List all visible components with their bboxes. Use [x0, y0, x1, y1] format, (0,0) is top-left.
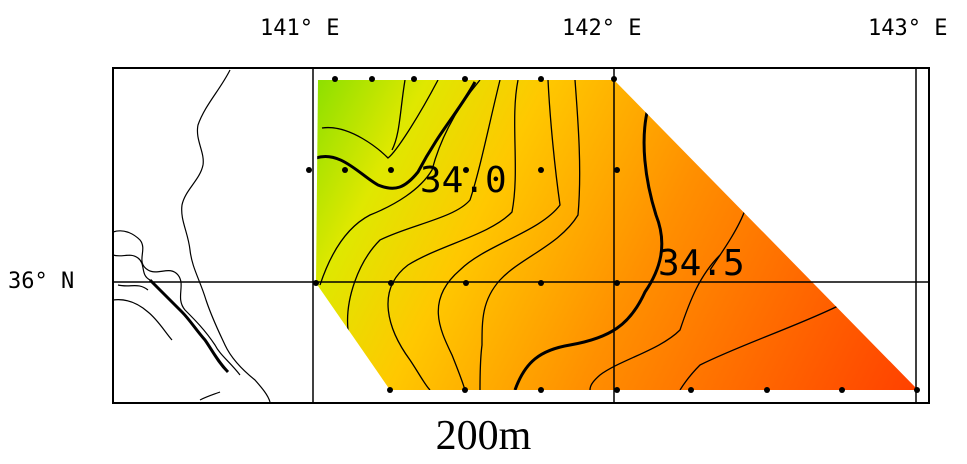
station-dot	[611, 76, 617, 82]
lon-label-141e: 141° E	[260, 16, 340, 41]
contour-label-34-5: 34.5	[658, 243, 745, 284]
station-dot	[914, 387, 920, 393]
station-dot	[764, 387, 770, 393]
station-dot	[388, 167, 394, 173]
map-frame	[112, 67, 930, 404]
contour-line	[437, 80, 561, 390]
contour-line	[387, 80, 519, 390]
station-dot	[688, 387, 694, 393]
station-dot	[462, 387, 468, 393]
station-dot	[538, 76, 544, 82]
station-dot	[538, 387, 544, 393]
station-dot	[369, 76, 375, 82]
contour-lines	[316, 80, 841, 390]
contour-line	[391, 80, 406, 151]
contour-label-34-0: 34.0	[420, 160, 507, 201]
station-dot	[463, 167, 469, 173]
station-dot	[462, 76, 468, 82]
station-points	[306, 76, 920, 393]
coastline	[112, 69, 271, 403]
station-dot	[463, 280, 469, 286]
contour-line	[479, 80, 581, 390]
station-dot	[387, 387, 393, 393]
contour-line	[679, 304, 841, 390]
station-dot	[306, 167, 312, 173]
station-dot	[538, 280, 544, 286]
contour-line	[709, 209, 746, 271]
contour-line-34-5	[513, 107, 664, 390]
station-dot	[538, 167, 544, 173]
contour-line	[319, 80, 481, 286]
station-dot	[839, 387, 845, 393]
graticule	[113, 68, 929, 403]
lon-label-142e: 142° E	[562, 16, 642, 41]
lat-label-36n: 36° N	[8, 269, 75, 294]
station-dot	[614, 280, 620, 286]
contour-line-34-0	[316, 81, 477, 190]
station-dot	[388, 280, 394, 286]
contour-line	[589, 254, 721, 390]
station-dot	[411, 76, 417, 82]
station-dot	[614, 387, 620, 393]
salinity-field	[316, 80, 918, 390]
station-dot	[614, 167, 620, 173]
lon-label-143e: 143° E	[868, 16, 948, 41]
station-dot	[332, 76, 338, 82]
station-dot	[313, 280, 319, 286]
contour-line	[321, 80, 439, 159]
station-dot	[342, 167, 348, 173]
depth-label: 200m	[435, 413, 532, 459]
